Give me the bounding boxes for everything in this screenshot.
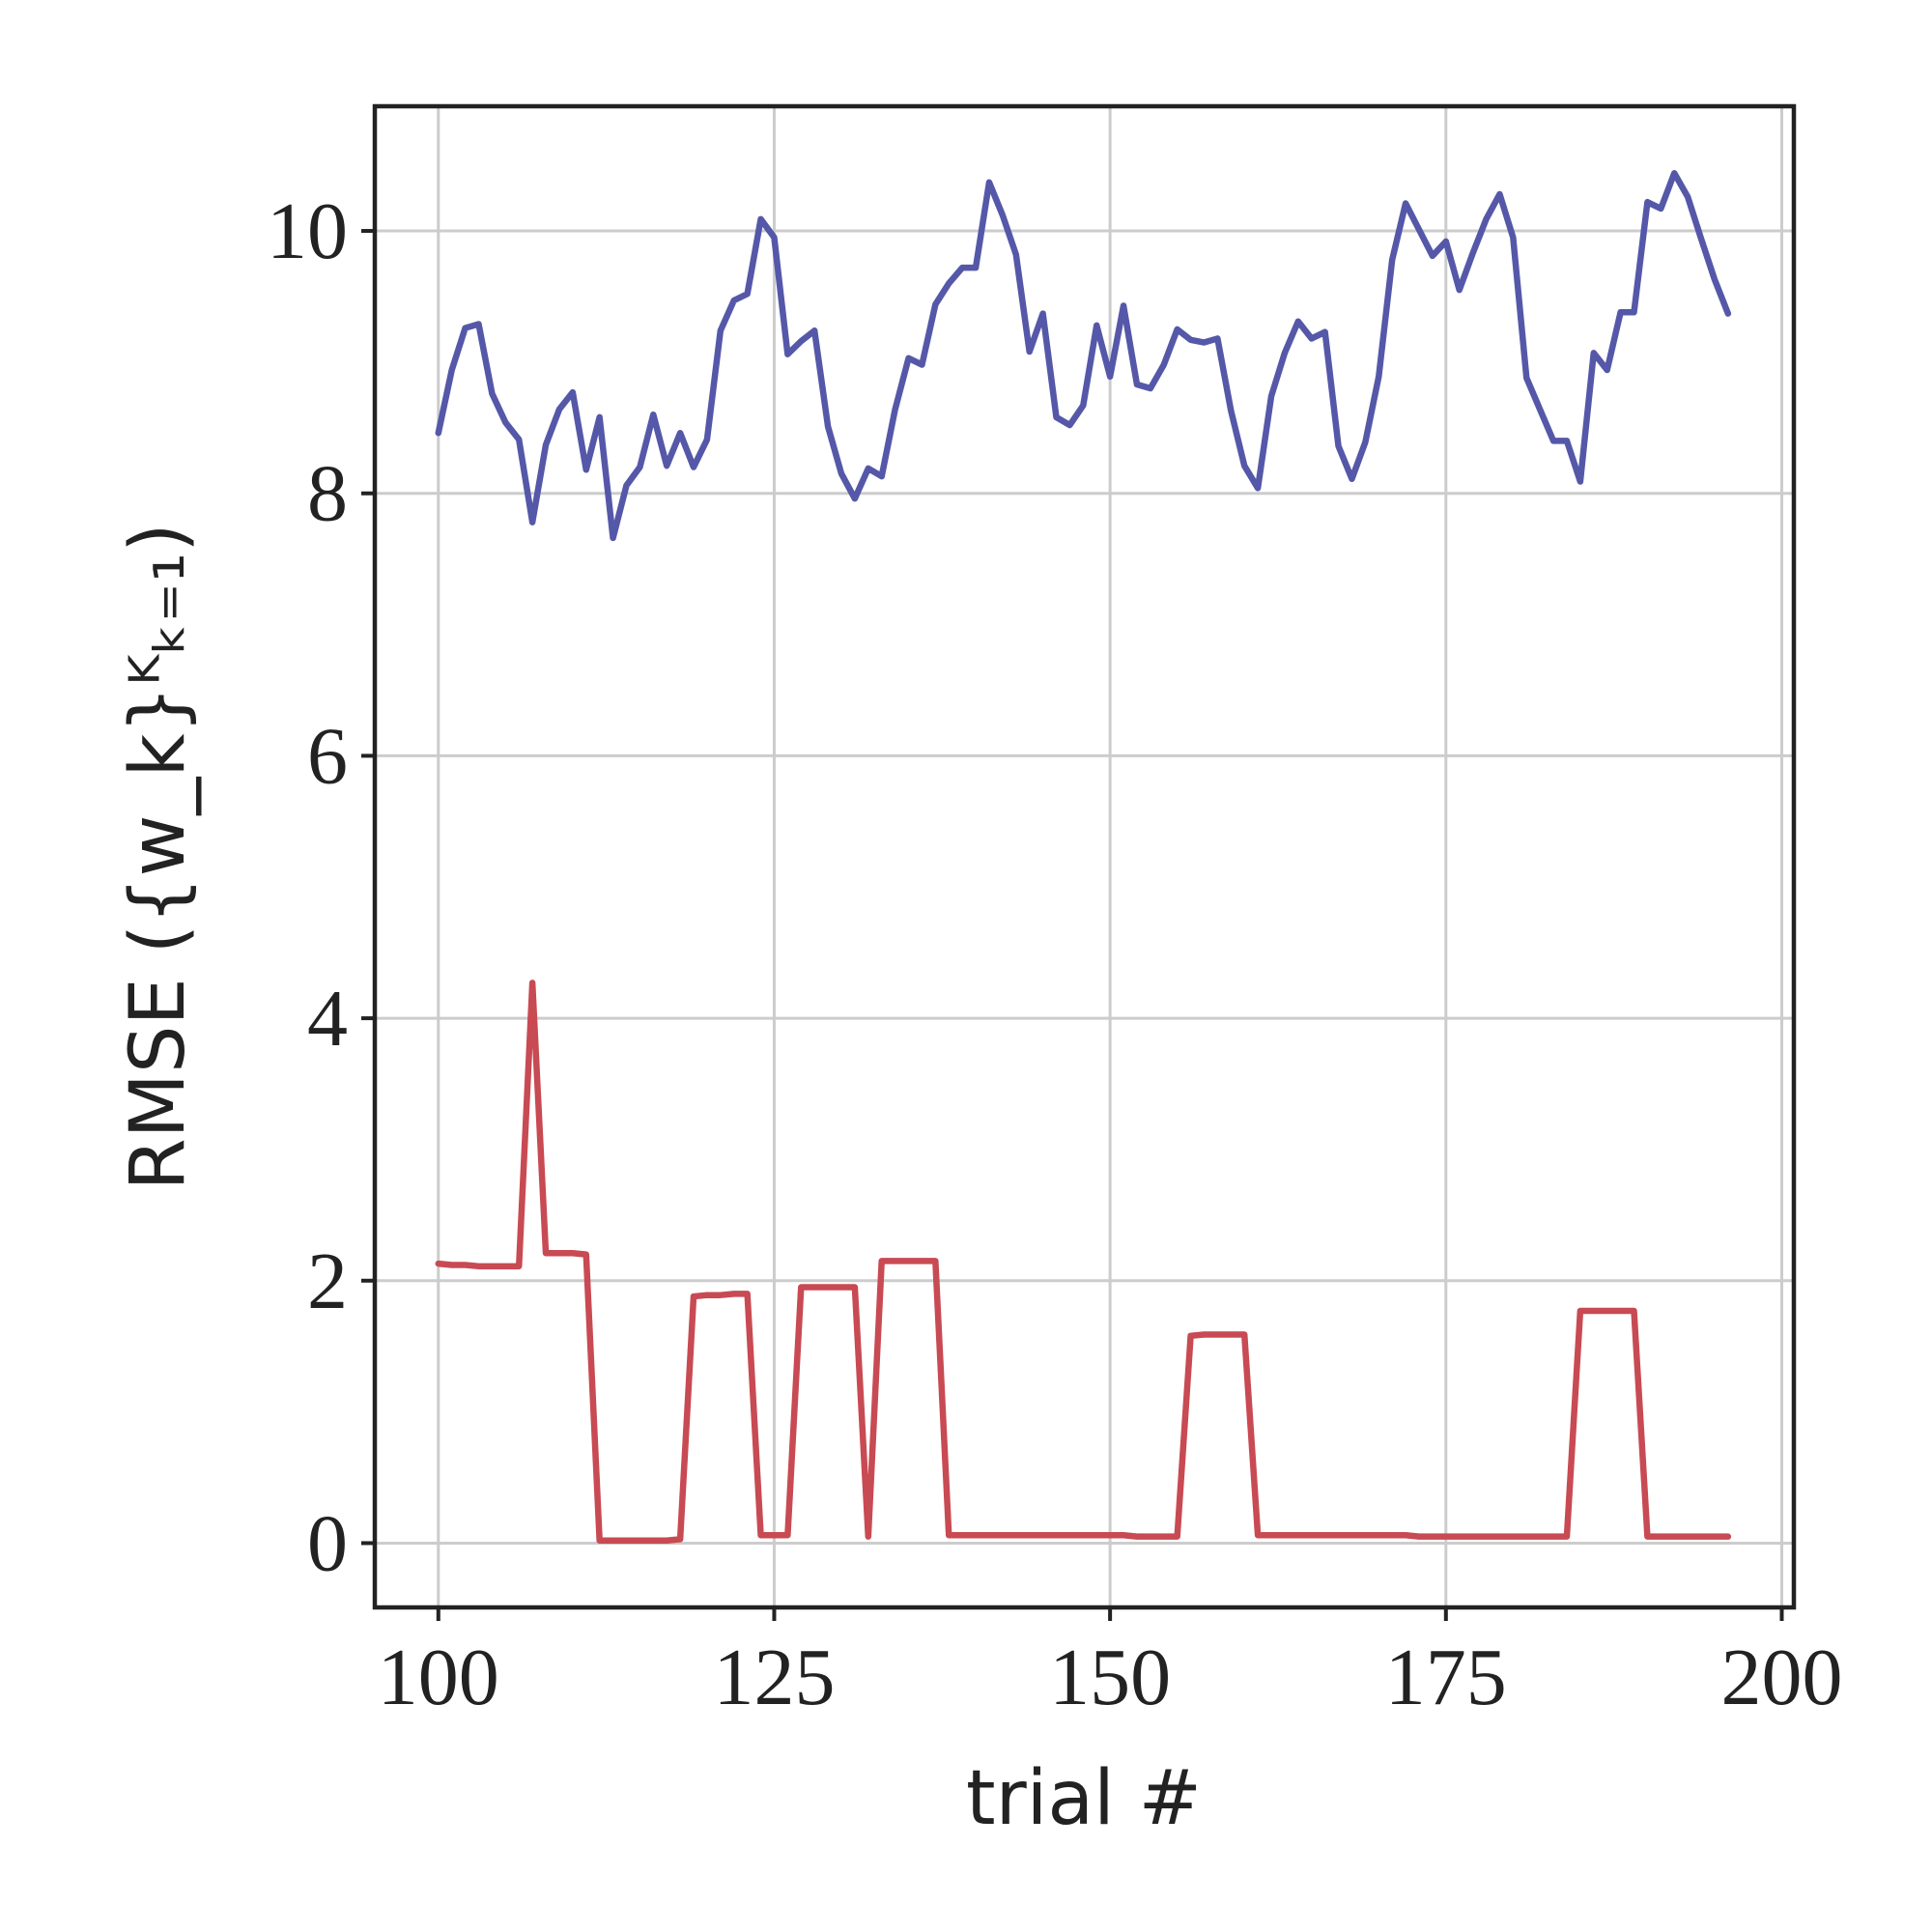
x-tick-label: 125 [713,1633,835,1722]
y-tick-label: 10 [267,186,348,276]
x-tick-label: 150 [1049,1633,1171,1722]
y-tick-label: 0 [307,1498,348,1588]
y-tick-label: 4 [307,974,348,1064]
y-tick-label: 2 [307,1236,348,1326]
data-line [435,170,1732,542]
data-line [435,980,1732,1544]
plot-frame [372,103,1797,1610]
y-tick-label: 8 [307,449,348,539]
x-tick-label: 200 [1720,1633,1842,1722]
y-axis-label: RMSE ({w_k}ᴷₖ₌₁) [115,523,202,1190]
x-tick-label: 100 [378,1633,499,1722]
y-tick-label: 6 [307,711,348,801]
x-axis-label: trial # [966,1755,1202,1842]
x-tick-label: 175 [1385,1633,1507,1722]
